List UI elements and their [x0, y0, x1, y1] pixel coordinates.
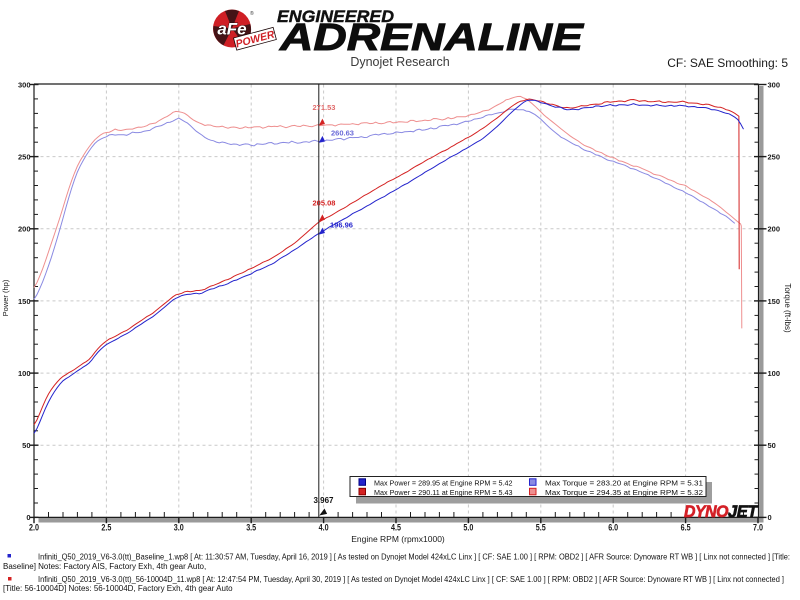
svg-text:3.967: 3.967: [313, 496, 334, 505]
svg-text:Max Torque = 294.35 at Engine: Max Torque = 294.35 at Engine RPM = 5.32: [545, 488, 703, 497]
svg-text:4.0: 4.0: [319, 523, 329, 534]
svg-text:3.0: 3.0: [174, 523, 184, 534]
svg-text:100: 100: [18, 369, 31, 378]
svg-text:Infiniti_Q50_2019_V6-3.0(tt)_B: Infiniti_Q50_2019_V6-3.0(tt)_Baseline_1.…: [38, 553, 790, 562]
svg-text:100: 100: [768, 369, 781, 378]
svg-text:JET: JET: [728, 502, 759, 521]
svg-text:ENGINEERED: ENGINEERED: [277, 8, 394, 26]
svg-text:5.5: 5.5: [536, 523, 547, 534]
svg-text:6.5: 6.5: [681, 523, 692, 534]
svg-text:0: 0: [26, 513, 30, 522]
svg-text:4.5: 4.5: [391, 523, 402, 534]
svg-text:Max Power = 289.95 at Engine R: Max Power = 289.95 at Engine RPM = 5.42: [374, 479, 513, 488]
svg-text:150: 150: [768, 297, 781, 306]
svg-text:Baseline] Notes: Factory AIS,: Baseline] Notes: Factory AIS, Factory Ex…: [3, 562, 206, 571]
svg-text:DYNO: DYNO: [684, 502, 728, 521]
svg-text:Torque (ft-lbs): Torque (ft-lbs): [783, 283, 792, 333]
svg-text:250: 250: [18, 152, 31, 161]
svg-text:50: 50: [768, 441, 776, 450]
svg-text:®: ®: [250, 10, 254, 17]
svg-text:50: 50: [22, 441, 30, 450]
svg-text:[Title: 56-10004D] Notes: 56-: [Title: 56-10004D] Notes: 56-10004D, Fac…: [3, 584, 233, 593]
svg-text:7.0: 7.0: [753, 523, 763, 534]
svg-text:2.5: 2.5: [101, 523, 112, 534]
svg-text:300: 300: [18, 80, 31, 89]
svg-text:300: 300: [768, 80, 781, 89]
svg-text:260.63: 260.63: [331, 129, 354, 138]
svg-text:ADRENALINE: ADRENALINE: [279, 17, 585, 59]
svg-text:Infiniti_Q50_2019_V6-3.0(tt)_5: Infiniti_Q50_2019_V6-3.0(tt)_56-10004D_1…: [38, 575, 784, 584]
svg-text:Power (hp): Power (hp): [1, 279, 10, 316]
svg-text:205.08: 205.08: [313, 199, 336, 208]
svg-text:250: 250: [768, 152, 781, 161]
svg-text:196.96: 196.96: [330, 221, 353, 230]
svg-text:200: 200: [18, 225, 31, 234]
svg-text:aFe: aFe: [217, 20, 246, 39]
svg-text:3.5: 3.5: [246, 523, 257, 534]
svg-text:2.0: 2.0: [29, 523, 39, 534]
svg-text:271.53: 271.53: [313, 103, 336, 112]
svg-text:150: 150: [18, 297, 31, 306]
svg-text:6.0: 6.0: [608, 523, 618, 534]
svg-text:Max Power = 290.11 at Engine R: Max Power = 290.11 at Engine RPM = 5.43: [374, 488, 513, 497]
svg-text:Dynojet Research: Dynojet Research: [350, 55, 449, 69]
svg-text:Max Torque = 283.20 at Engine: Max Torque = 283.20 at Engine RPM = 5.31: [545, 479, 703, 488]
svg-text:0: 0: [768, 513, 772, 522]
svg-text:5.0: 5.0: [463, 523, 473, 534]
svg-text:200: 200: [768, 225, 781, 234]
svg-text:CF: SAE Smoothing: 5: CF: SAE Smoothing: 5: [667, 56, 788, 70]
svg-text:Engine RPM (rpmx1000): Engine RPM (rpmx1000): [351, 534, 445, 544]
